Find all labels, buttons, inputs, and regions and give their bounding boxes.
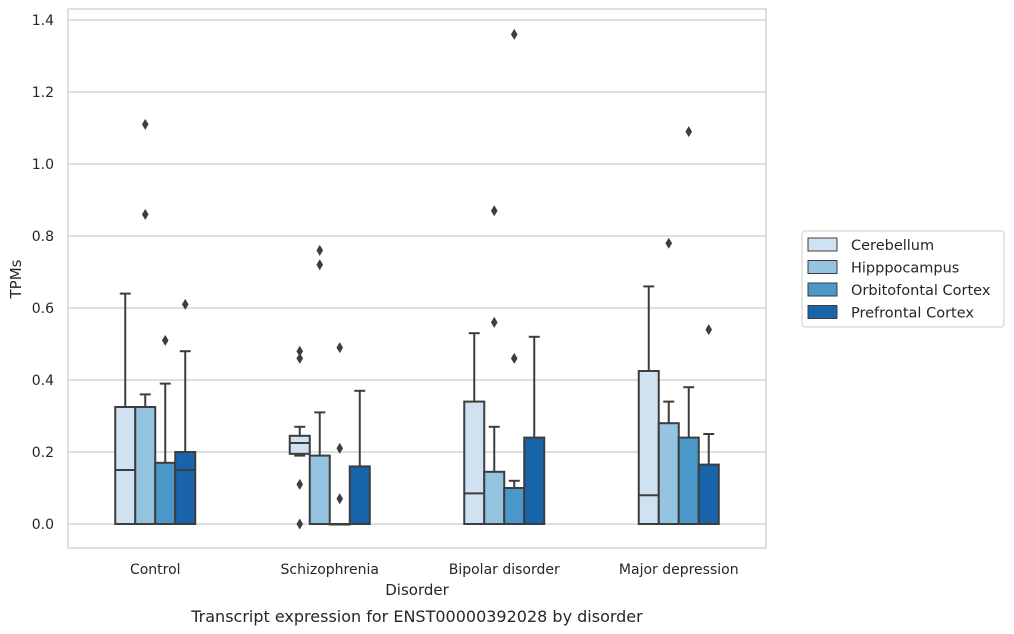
box-iqr (348, 465, 371, 525)
outlier-point (336, 493, 344, 505)
legend-label: Orbitofontal Cortex (851, 283, 991, 299)
x-tick-label: Bipolar disorder (449, 562, 560, 578)
outlier-point (141, 208, 149, 220)
x-tick-label: Major depression (619, 562, 739, 578)
box-iqr (288, 434, 311, 455)
x-axis-label: Disorder (385, 581, 449, 599)
box-hipppocampus (134, 118, 157, 525)
outlier-point (490, 316, 498, 328)
box-iqr (174, 451, 197, 525)
x-tick-label: Control (130, 562, 181, 578)
box-iqr (463, 400, 486, 526)
box-prefrontal-cortex (523, 335, 546, 526)
legend: Cerebellum Hipppocampus Orbitofontal Corte… (801, 230, 1005, 328)
box-orbitofontal-cortex (154, 334, 177, 525)
outlier-point (705, 324, 713, 336)
box-hipppocampus (657, 237, 680, 526)
legend-label: Cerebellum (851, 238, 934, 254)
box-orbitofontal-cortex (677, 126, 700, 526)
figure-caption: Transcript expression for ENST0000039202… (190, 607, 643, 626)
box-iqr (308, 454, 331, 526)
legend-label: Hipppocampus (851, 261, 959, 277)
y-tick-label: 0.6 (32, 301, 54, 317)
y-tick-label: 0.2 (32, 445, 54, 461)
box-prefrontal-cortex (697, 324, 720, 526)
y-axis-label: TPMs (7, 259, 25, 299)
outlier-point (336, 442, 344, 454)
outlier-point (316, 244, 324, 256)
box-hipppocampus (483, 205, 506, 525)
legend-swatch (807, 237, 838, 252)
y-tick-label: 0.0 (32, 517, 54, 533)
outlier-point (161, 334, 169, 346)
outlier-point (490, 205, 498, 217)
box-orbitofontal-cortex (328, 342, 351, 526)
outlier-point (296, 352, 304, 364)
box-iqr (637, 370, 660, 525)
outlier-point (316, 259, 324, 271)
outlier-point (685, 126, 693, 138)
box-iqr (134, 406, 157, 525)
box-prefrontal-cortex (174, 298, 197, 525)
box-iqr (483, 470, 506, 525)
box-prefrontal-cortex (348, 389, 371, 525)
box-cerebellum (637, 285, 660, 525)
outlier-point (141, 118, 149, 130)
y-axis-ticks: 0.0 0.2 0.4 0.6 0.8 1.0 1.2 1.4 (32, 13, 54, 533)
box-cerebellum (114, 292, 137, 525)
outlier-point (296, 518, 304, 530)
box-iqr (657, 422, 680, 526)
outlier-point (181, 298, 189, 310)
outlier-point (296, 345, 304, 357)
x-axis-ticks: Control Schizophrenia Bipolar disorder Majo… (130, 562, 739, 578)
legend-swatch (807, 305, 838, 319)
outlier-point (510, 352, 518, 364)
y-tick-label: 1.4 (32, 13, 54, 29)
y-tick-label: 0.8 (32, 229, 54, 245)
box-cerebellum (288, 345, 311, 530)
legend-swatch (807, 282, 838, 297)
outlier-point (296, 478, 304, 490)
y-tick-label: 1.0 (32, 157, 54, 173)
y-tick-label: 1.2 (32, 85, 54, 101)
box-iqr (697, 463, 720, 526)
legend-label: Prefrontal Cortex (851, 306, 974, 322)
outlier-point (510, 28, 518, 40)
legend-frame (801, 230, 1005, 328)
box-orbitofontal-cortex (503, 28, 526, 525)
legend-swatch (807, 260, 838, 274)
box-iqr (154, 461, 177, 525)
box-iqr (114, 406, 137, 525)
outlier-point (336, 342, 344, 354)
box-iqr (523, 436, 546, 526)
x-tick-label: Schizophrenia (281, 562, 379, 578)
box-series (114, 28, 720, 530)
box-hipppocampus (308, 244, 331, 526)
box-cerebellum (463, 332, 486, 526)
box-iqr (677, 436, 700, 526)
plot-area-frame (67, 8, 767, 549)
y-tick-label: 0.4 (32, 373, 54, 389)
outlier-point (665, 237, 673, 249)
box-iqr (503, 487, 526, 525)
